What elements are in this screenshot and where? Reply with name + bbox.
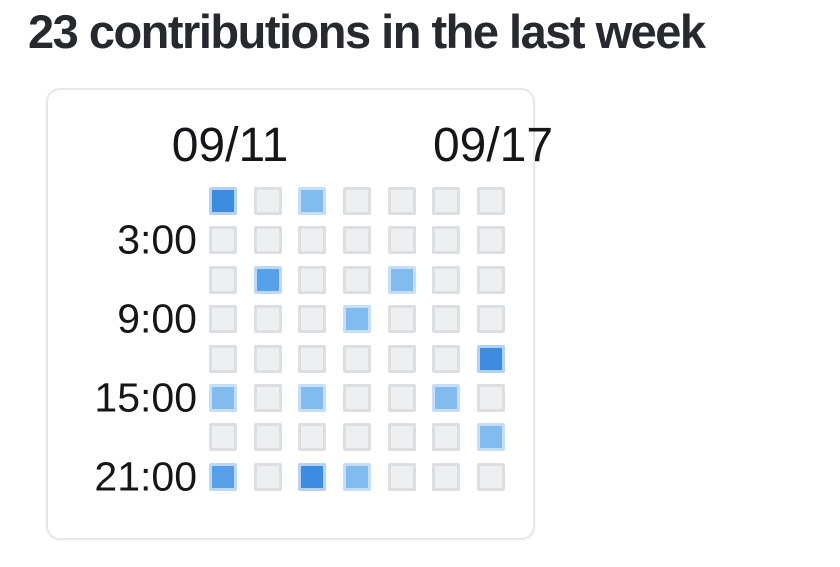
heatmap-cell[interactable] — [253, 187, 282, 215]
heatmap-cell[interactable] — [343, 462, 372, 491]
heatmap-cell[interactable] — [387, 265, 416, 294]
y-axis-label-9-00: 9:00 — [117, 295, 197, 342]
heatmap-cell[interactable] — [432, 344, 461, 373]
heatmap-cell[interactable] — [477, 462, 506, 491]
heatmap-cell[interactable] — [253, 462, 282, 491]
heatmap-cell[interactable] — [432, 383, 461, 412]
heatmap-cell[interactable] — [209, 305, 237, 334]
heatmap-cell[interactable] — [387, 305, 416, 334]
heatmap-cell[interactable] — [432, 305, 461, 334]
heatmap-cell[interactable] — [209, 462, 237, 491]
heatmap-cell[interactable] — [343, 187, 372, 215]
heatmap-cell[interactable] — [432, 265, 461, 294]
heatmap-cell[interactable] — [298, 344, 327, 373]
y-axis-label-21-00: 21:00 — [94, 453, 197, 500]
heatmap-cell[interactable] — [343, 265, 372, 294]
heatmap-cell[interactable] — [477, 383, 506, 412]
heatmap-cell[interactable] — [253, 226, 282, 255]
heatmap-cell[interactable] — [477, 226, 506, 255]
contributions-card: 09/11 09/17 3:00 9:00 15:00 21:00 — [46, 88, 553, 540]
heatmap-cell[interactable] — [387, 344, 416, 373]
heatmap-cell[interactable] — [298, 383, 327, 412]
heatmap-cell[interactable] — [387, 423, 416, 452]
heatmap-cell[interactable] — [298, 462, 327, 491]
heatmap-cell[interactable] — [298, 423, 327, 452]
heatmap-cell[interactable] — [343, 305, 372, 334]
heatmap-cell[interactable] — [477, 187, 506, 215]
heatmap-cell[interactable] — [209, 344, 237, 373]
heatmap-cell[interactable] — [343, 344, 372, 373]
heatmap-cell[interactable] — [343, 226, 372, 255]
heatmap-cell[interactable] — [253, 305, 282, 334]
heatmap-cell[interactable] — [209, 187, 237, 215]
heatmap-cell[interactable] — [387, 226, 416, 255]
y-axis-label-3-00: 3:00 — [117, 216, 197, 263]
heatmap-cell[interactable] — [387, 187, 416, 215]
heatmap-cell[interactable] — [209, 226, 237, 255]
heatmap-cell[interactable] — [298, 305, 327, 334]
heatmap-cell[interactable] — [253, 265, 282, 294]
heatmap-cell[interactable] — [298, 226, 327, 255]
heatmap-cell[interactable] — [298, 187, 327, 215]
heatmap-cell[interactable] — [298, 265, 327, 294]
heatmap-cell[interactable] — [387, 462, 416, 491]
heatmap-cell[interactable] — [253, 344, 282, 373]
heatmap-cell[interactable] — [477, 265, 506, 294]
heatmap-cell[interactable] — [477, 344, 506, 373]
heatmap-cell[interactable] — [387, 383, 416, 412]
heatmap-cell[interactable] — [477, 305, 506, 334]
heatmap-cell[interactable] — [209, 423, 237, 452]
heatmap-cell[interactable] — [343, 383, 372, 412]
page-title: 23 contributions in the last week — [28, 5, 706, 58]
heatmap-cell[interactable] — [432, 462, 461, 491]
y-axis-label-15-00: 15:00 — [94, 374, 197, 421]
heatmap-cell[interactable] — [253, 383, 282, 412]
heatmap-grid — [209, 187, 506, 491]
heatmap-cell[interactable] — [432, 226, 461, 255]
x-axis-label-end-date: 09/17 — [432, 119, 554, 172]
heatmap-cell[interactable] — [432, 423, 461, 452]
x-axis-label-start-date: 09/11 — [171, 119, 289, 172]
heatmap-cell[interactable] — [432, 187, 461, 215]
heatmap-cell[interactable] — [209, 265, 237, 294]
heatmap-cell[interactable] — [343, 423, 372, 452]
heatmap-cell[interactable] — [253, 423, 282, 452]
heatmap-cell[interactable] — [209, 383, 237, 412]
heatmap-cell[interactable] — [477, 423, 506, 452]
